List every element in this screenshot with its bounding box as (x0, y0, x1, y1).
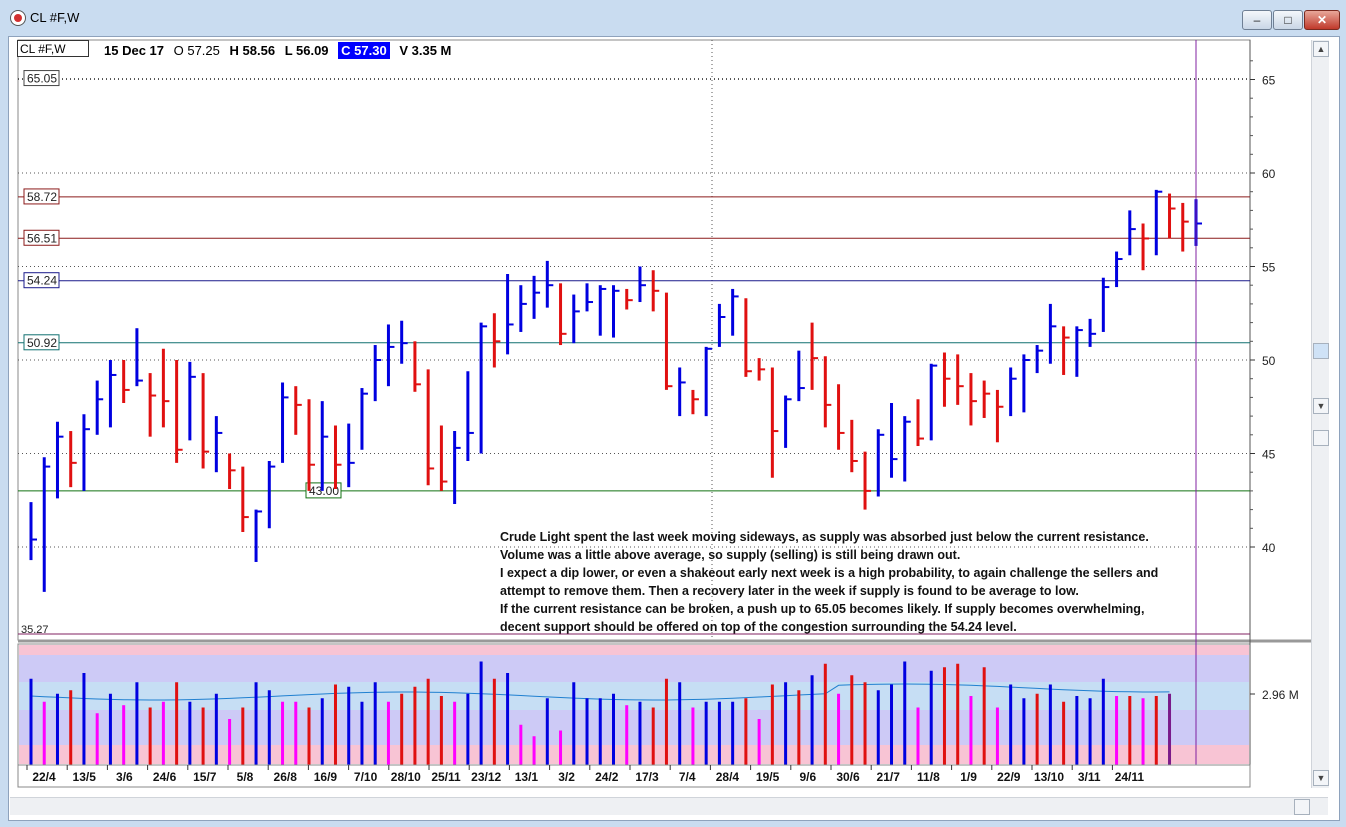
level-label: 43.00 (309, 484, 339, 498)
close-button[interactable]: ✕ (1304, 10, 1340, 30)
level-label-box (23, 229, 60, 246)
level-label: 65.05 (27, 72, 57, 86)
time-tick-label: 1/9 (960, 770, 977, 784)
commentary-text: Crude Light spent the last week moving s… (500, 528, 1200, 636)
time-tick-label: 9/6 (799, 770, 816, 784)
commentary-line: Crude Light spent the last week moving s… (500, 530, 1149, 544)
price-tick-label: 65 (1262, 74, 1276, 88)
time-tick-label: 24/2 (595, 770, 619, 784)
time-tick-label: 3/6 (116, 770, 133, 784)
time-tick-label: 26/8 (274, 770, 298, 784)
time-tick-label: 7/4 (679, 770, 696, 784)
volume-band-pink-bottom (19, 745, 1249, 764)
vertical-scrollbar[interactable]: ▲ ▼ ▼ (1311, 40, 1329, 788)
level-label-box (23, 70, 60, 87)
price-tick-label: 55 (1262, 261, 1276, 275)
maximize-icon: □ (1284, 13, 1292, 27)
price-tick-label: 50 (1262, 354, 1276, 368)
commentary-line: Volume was a little above average, so su… (500, 548, 961, 562)
open-value: O 57.25 (173, 43, 220, 58)
scroll-end-icon[interactable]: ▼ (1313, 770, 1329, 786)
scroll-thumb[interactable] (1313, 343, 1329, 359)
price-tick-label: 45 (1262, 448, 1276, 462)
time-tick-label: 7/10 (354, 770, 378, 784)
time-axis (17, 764, 1251, 788)
time-tick-label: 28/4 (716, 770, 740, 784)
close-value: C 57.30 (338, 42, 390, 59)
level-label: 58.72 (27, 190, 57, 204)
commentary-line: attempt to remove them. Then a recovery … (500, 584, 1079, 598)
level-label: 35.27 (21, 624, 49, 636)
high-value: H 58.56 (229, 43, 276, 58)
price-tick-label: 60 (1262, 167, 1276, 181)
app-icon (10, 10, 26, 26)
scroll-thumb-lower[interactable] (1313, 430, 1329, 446)
commentary-line: If the current resistance can be broken,… (500, 602, 1145, 616)
time-tick-label: 13/1 (515, 770, 539, 784)
level-label: 54.24 (27, 274, 57, 288)
level-label-box (23, 334, 60, 351)
time-tick-label: 16/9 (314, 770, 338, 784)
volume-band-pink-top (19, 645, 1249, 655)
volume-value: V 3.35 M (399, 43, 452, 58)
price-tick-label: 40 (1262, 541, 1276, 555)
minimize-button[interactable]: – (1242, 10, 1272, 30)
time-tick-label: 28/10 (391, 770, 421, 784)
scroll-up-icon[interactable]: ▲ (1313, 41, 1329, 57)
time-tick-label: 30/6 (836, 770, 860, 784)
window-title: CL #F,W (30, 10, 80, 25)
time-tick-label: 24/11 (1115, 770, 1145, 784)
time-tick-label: 15/7 (193, 770, 217, 784)
bar-date: 15 Dec 17 (104, 43, 164, 58)
level-label: 50.92 (27, 336, 57, 350)
level-label-box (23, 188, 60, 205)
time-tick-label: 23/12 (471, 770, 501, 784)
commentary-line: decent support should be offered on top … (500, 620, 1017, 634)
scroll-down-icon[interactable]: ▼ (1313, 398, 1329, 414)
commentary-line: I expect a dip lower, or even a shakeout… (500, 566, 1159, 580)
title-bar: CL #F,W – □ ✕ (0, 0, 1346, 36)
time-tick-label: 21/7 (877, 770, 901, 784)
time-tick-label: 17/3 (635, 770, 659, 784)
low-value: L 56.09 (284, 43, 329, 58)
time-tick-label: 5/8 (237, 770, 254, 784)
time-tick-label: 22/4 (32, 770, 56, 784)
level-label: 56.51 (27, 231, 57, 245)
close-icon: ✕ (1316, 13, 1328, 27)
time-tick-label: 3/2 (558, 770, 575, 784)
maximize-button[interactable]: □ (1273, 10, 1303, 30)
time-tick-label: 11/8 (917, 770, 940, 784)
horizontal-scroll-thumb[interactable] (1294, 799, 1310, 815)
time-tick-label: 22/9 (997, 770, 1021, 784)
volume-band-lightblue (19, 682, 1249, 710)
time-tick-label: 13/5 (73, 770, 97, 784)
volume-axis-label: 2.96 M (1262, 688, 1299, 702)
ohlc-readout: 15 Dec 17 O 57.25 H 58.56 L 56.09 C 57.3… (104, 42, 457, 59)
time-tick-label: 13/10 (1034, 770, 1064, 784)
level-label-box (23, 272, 60, 289)
time-tick-label: 19/5 (756, 770, 780, 784)
time-tick-label: 3/11 (1078, 770, 1101, 784)
time-tick-label: 25/11 (431, 770, 461, 784)
horizontal-scrollbar[interactable] (10, 797, 1328, 815)
minimize-icon: – (1253, 13, 1261, 27)
symbol-field[interactable]: CL #F,W (17, 40, 89, 57)
time-tick-label: 24/6 (153, 770, 177, 784)
